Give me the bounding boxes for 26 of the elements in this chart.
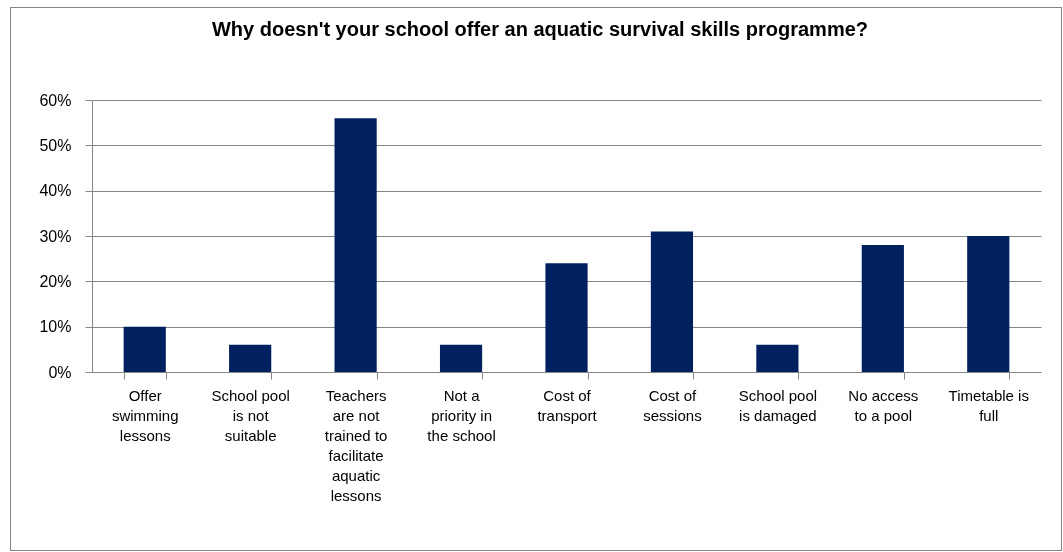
y-tick-label: 0% <box>48 363 72 381</box>
x-tick-label: School pool is not suitable <box>211 386 290 444</box>
bar <box>861 245 904 372</box>
x-tick-label: Teachers are not trained to facilitate aquatic lessons <box>324 386 388 504</box>
y-tick-label: 40% <box>39 182 72 200</box>
y-tick-label: 10% <box>39 318 72 336</box>
bar <box>229 344 272 372</box>
bar <box>123 326 166 372</box>
y-tick-label: 60% <box>39 91 72 109</box>
x-tick-label: Offer swimming lessons <box>111 386 179 444</box>
bar <box>650 231 694 372</box>
bar <box>756 344 799 372</box>
chart-title: Why doesn't your school offer an aquatic survival skills programme? <box>211 18 868 40</box>
y-tick-label: 20% <box>39 272 72 290</box>
x-tick-label: Cost of sessions <box>643 386 702 424</box>
bar <box>334 118 377 372</box>
x-tick-label: Cost of transport <box>537 386 598 424</box>
x-tick-label: No access to a pool <box>848 386 919 424</box>
bar <box>967 236 1010 372</box>
x-tick-label: Not a priority in the school <box>427 386 496 444</box>
bar <box>545 263 588 372</box>
x-tick-label: Timetable is full <box>948 386 1029 424</box>
x-tick-label: School pool is damaged <box>738 386 818 424</box>
y-tick-label: 30% <box>39 227 72 245</box>
y-tick-label: 50% <box>39 136 72 154</box>
bar <box>439 344 483 372</box>
